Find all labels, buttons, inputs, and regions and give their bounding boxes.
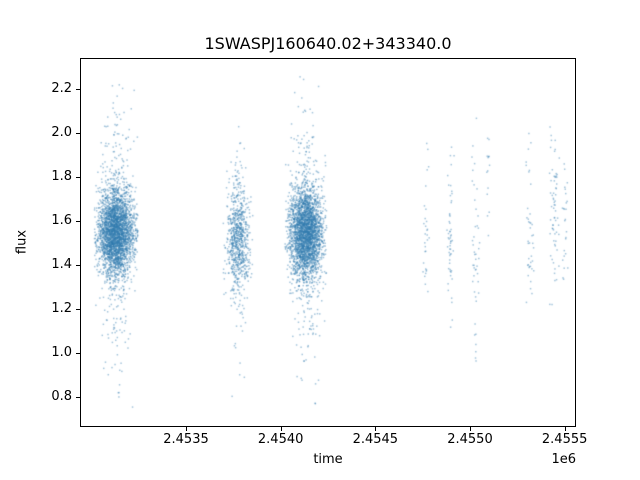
x-axis-offset-label: 1e6 xyxy=(551,452,576,467)
x-tick-label: 2.4540 xyxy=(257,432,304,447)
y-tick-label: 1.8 xyxy=(51,169,72,185)
y-tick-mark xyxy=(76,397,80,399)
y-tick-label: 1.6 xyxy=(51,213,72,229)
y-tick-mark xyxy=(76,133,80,135)
y-tick-mark xyxy=(76,353,80,355)
x-tick-mark xyxy=(375,427,377,431)
y-tick-label: 2.0 xyxy=(51,125,72,141)
x-tick-label: 2.4555 xyxy=(541,432,588,447)
y-axis-label: flux xyxy=(14,229,30,255)
x-tick-label: 2.4545 xyxy=(352,432,399,447)
scatter-points-canvas xyxy=(81,59,577,428)
chart-title: 1SWASPJ160640.02+343340.0 xyxy=(204,34,452,53)
y-tick-label: 1.4 xyxy=(51,257,72,273)
y-tick-mark xyxy=(76,221,80,223)
y-tick-mark xyxy=(76,177,80,179)
x-tick-mark xyxy=(564,427,566,431)
y-tick-label: 2.2 xyxy=(51,81,72,97)
x-tick-mark xyxy=(469,427,471,431)
y-tick-label: 1.2 xyxy=(51,301,72,317)
y-tick-mark xyxy=(76,265,80,267)
x-tick-mark xyxy=(280,427,282,431)
plot-area xyxy=(80,58,577,428)
x-tick-label: 2.4535 xyxy=(163,432,209,447)
y-tick-label: 1.0 xyxy=(51,345,72,361)
x-axis-label: time xyxy=(313,452,343,467)
y-tick-mark xyxy=(76,89,80,91)
x-tick-label: 2.4550 xyxy=(447,432,493,447)
y-tick-mark xyxy=(76,309,80,311)
y-tick-label: 0.8 xyxy=(51,389,72,405)
x-tick-mark xyxy=(186,427,187,431)
